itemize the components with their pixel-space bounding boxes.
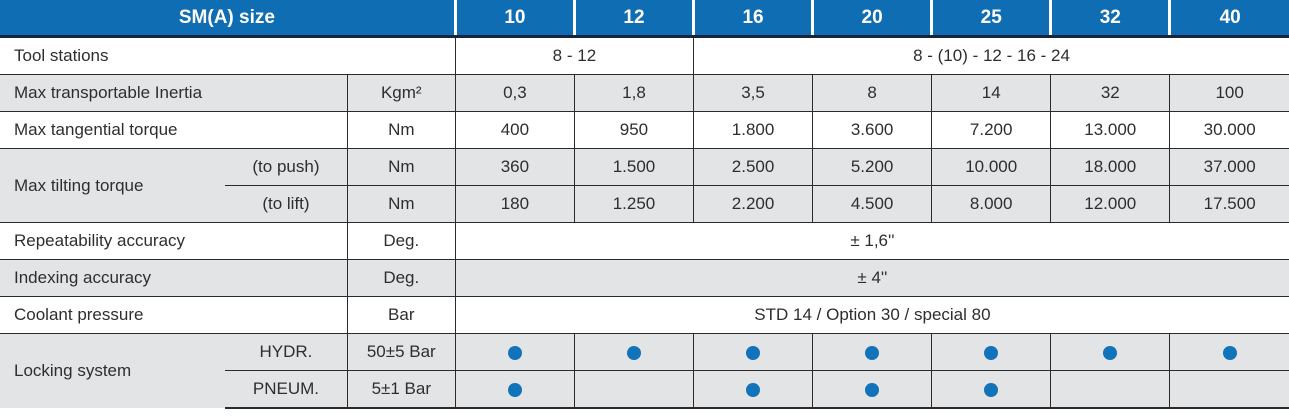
availability-cell (1169, 370, 1289, 409)
availability-dot-icon (507, 345, 522, 360)
sublabel-cell: HYDR. (225, 333, 348, 371)
availability-dot-icon (507, 382, 522, 397)
availability-dot-icon (746, 345, 761, 360)
row-coolant-pressure: Coolant pressure Bar STD 14 / Option 30 … (0, 296, 1289, 334)
sublabel-cell: (to lift) (225, 185, 348, 223)
size-column-header-40: 40 (1169, 0, 1289, 38)
unit-cell: Kgm² (346, 74, 456, 112)
availability-dot-icon (1222, 345, 1237, 360)
row-label: Max tangential torque (0, 111, 348, 149)
availability-cell (692, 370, 813, 409)
unit-cell: 5±1 Bar (346, 370, 456, 409)
size-column-header-20: 20 (812, 0, 934, 38)
availability-cell (812, 333, 932, 371)
availability-cell (1169, 333, 1289, 371)
value-cell: 7.200 (931, 111, 1051, 149)
availability-cell (692, 333, 813, 371)
availability-cell (454, 370, 575, 409)
row-label: Max transportable Inertia (0, 74, 348, 112)
unit-cell: Nm (346, 185, 456, 223)
availability-cell (812, 370, 932, 409)
availability-dot-icon (865, 345, 880, 360)
availability-cell (573, 370, 694, 409)
value-cell: ± 1,6'' (454, 222, 1289, 260)
row-label: Max tilting torque (0, 148, 226, 223)
value-cell: 10.000 (931, 148, 1051, 186)
row-label: Coolant pressure (0, 296, 348, 334)
value-cell: STD 14 / Option 30 / special 80 (454, 296, 1289, 334)
value-cell: 12.000 (1050, 185, 1170, 223)
value-cell: 8 (812, 74, 932, 112)
availability-cell (931, 333, 1051, 371)
availability-cell (1050, 333, 1170, 371)
value-cell: 13.000 (1050, 111, 1170, 149)
value-cell: 2.500 (692, 148, 813, 186)
value-cell: 30.000 (1169, 111, 1289, 149)
value-cell: 18.000 (1050, 148, 1170, 186)
value-cell: 37.000 (1169, 148, 1289, 186)
unit-cell: Nm (346, 111, 456, 149)
row-label: Tool stations (0, 36, 456, 75)
size-column-header-16: 16 (693, 0, 815, 38)
header-row: SM(A) size 10 12 16 20 25 32 40 (0, 0, 1289, 38)
value-cell: 950 (573, 111, 694, 149)
availability-dot-icon (865, 382, 880, 397)
value-cell: ± 4'' (454, 259, 1289, 297)
table-title: SM(A) size (0, 0, 457, 38)
value-cell: 2.200 (692, 185, 813, 223)
tool-stations-large-group: 8 - (10) - 12 - 16 - 24 (693, 36, 1289, 75)
value-cell: 32 (1050, 74, 1170, 112)
size-column-header-10: 10 (455, 0, 576, 38)
row-repeatability-accuracy: Repeatability accuracy Deg. ± 1,6'' (0, 222, 1289, 260)
size-column-header-25: 25 (931, 0, 1053, 38)
availability-cell (931, 370, 1051, 409)
unit-cell: Bar (346, 296, 456, 334)
unit-cell: Deg. (346, 259, 456, 297)
value-cell: 14 (931, 74, 1051, 112)
value-cell: 3,5 (692, 74, 813, 112)
row-locking-system-hydr: Locking system HYDR. 50±5 Bar (0, 333, 1289, 408)
value-cell: 1.800 (692, 111, 813, 149)
value-cell: 0,3 (454, 74, 575, 112)
unit-cell: 50±5 Bar (346, 333, 456, 371)
row-max-transportable-inertia: Max transportable Inertia Kgm² 0,3 1,8 3… (0, 74, 1289, 112)
row-max-tilting-torque-push: Max tilting torque (to push) Nm 360 1.50… (0, 148, 1289, 223)
sublabel-cell: PNEUM. (225, 370, 348, 409)
availability-dot-icon (746, 382, 761, 397)
value-cell: 1.500 (573, 148, 694, 186)
row-max-tilting-torque-lift: (to lift) Nm 180 1.250 2.200 4.500 8.000… (0, 185, 1289, 223)
value-cell: 4.500 (812, 185, 932, 223)
size-column-header-12: 12 (574, 0, 696, 38)
sublabel-cell: (to push) (225, 148, 348, 186)
availability-cell (1050, 370, 1170, 409)
value-cell: 1,8 (573, 74, 694, 112)
availability-dot-icon (984, 382, 999, 397)
row-tool-stations: Tool stations 8 - 12 8 - (10) - 12 - 16 … (0, 36, 1289, 75)
size-column-header-32: 32 (1050, 0, 1172, 38)
row-label: Indexing accuracy (0, 259, 348, 297)
spec-table: SM(A) size 10 12 16 20 25 32 40 Tool sta… (0, 0, 1289, 409)
row-locking-system-pneum: PNEUM. 5±1 Bar (0, 370, 1289, 409)
unit-cell: Deg. (346, 222, 456, 260)
availability-cell (573, 333, 694, 371)
availability-dot-icon (984, 345, 999, 360)
row-indexing-accuracy: Indexing accuracy Deg. ± 4'' (0, 259, 1289, 297)
value-cell: 17.500 (1169, 185, 1289, 223)
value-cell: 5.200 (812, 148, 932, 186)
value-cell: 360 (454, 148, 575, 186)
availability-dot-icon (626, 345, 641, 360)
value-cell: 180 (454, 185, 575, 223)
row-max-tangential-torque: Max tangential torque Nm 400 950 1.800 3… (0, 111, 1289, 149)
tool-stations-small-group: 8 - 12 (454, 36, 694, 75)
value-cell: 3.600 (812, 111, 932, 149)
row-label: Repeatability accuracy (0, 222, 348, 260)
availability-dot-icon (1103, 345, 1118, 360)
value-cell: 100 (1169, 74, 1289, 112)
value-cell: 400 (454, 111, 575, 149)
row-label: Locking system (0, 333, 226, 408)
availability-cell (454, 333, 575, 371)
value-cell: 1.250 (573, 185, 694, 223)
unit-cell: Nm (346, 148, 456, 186)
value-cell: 8.000 (931, 185, 1051, 223)
